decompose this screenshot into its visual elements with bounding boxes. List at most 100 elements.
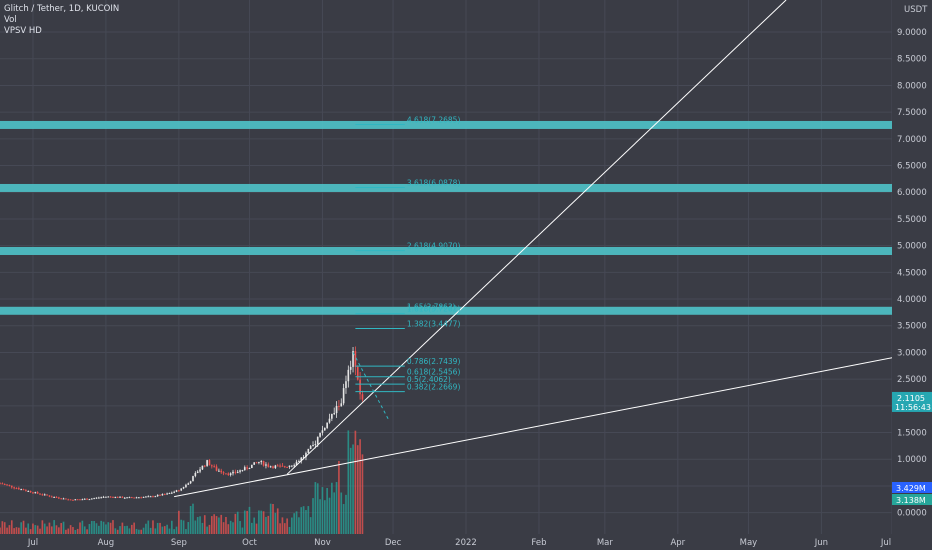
volume-bar xyxy=(55,525,58,534)
candle-body xyxy=(182,487,185,489)
volume-bar xyxy=(149,527,152,534)
volume-bar xyxy=(18,527,20,534)
volume-bar xyxy=(246,510,248,534)
candle-body xyxy=(218,470,220,472)
candle-body xyxy=(215,466,218,471)
price-axis-tick: 3.5000 xyxy=(897,322,927,332)
candle-body xyxy=(170,492,173,494)
candle-body xyxy=(156,494,159,497)
candle-body xyxy=(262,461,265,466)
time-axis-tick: 2022 xyxy=(455,538,477,548)
volume-bar xyxy=(262,511,265,534)
volume-bar xyxy=(196,517,199,534)
candle-body xyxy=(13,487,15,489)
time-axis-tick: Jul xyxy=(27,538,38,548)
volume-bar xyxy=(302,506,305,534)
volume-bar xyxy=(145,523,147,534)
candle-body xyxy=(356,366,359,380)
candle-body xyxy=(83,498,86,500)
candle-body xyxy=(166,493,168,495)
volume-bar xyxy=(130,524,133,534)
volume-bar xyxy=(46,526,48,534)
candle-body xyxy=(295,461,298,466)
candle-body xyxy=(159,494,161,496)
volume-bar xyxy=(342,504,345,534)
candle-body xyxy=(3,484,6,486)
volume-bar xyxy=(248,506,251,534)
legend-volume[interactable]: Vol xyxy=(4,15,17,25)
volume-bar xyxy=(274,512,277,534)
volume-bar xyxy=(305,510,307,534)
candle-body xyxy=(27,490,30,492)
volume-bar xyxy=(229,520,232,534)
volume-bar xyxy=(109,522,112,534)
volume-bar xyxy=(239,521,241,534)
volume-bar xyxy=(20,522,23,534)
trendline xyxy=(174,357,893,498)
volume-bar xyxy=(0,527,1,534)
price-axis-tick: 9.0000 xyxy=(897,28,927,38)
volume-badge xyxy=(892,482,932,493)
candle-body xyxy=(50,496,53,498)
volume-bar xyxy=(166,524,168,534)
price-axis-tick: 1.0000 xyxy=(897,455,927,465)
volume-bar xyxy=(29,529,32,534)
candle-body xyxy=(316,436,319,445)
fib-level-label: 4.618(7.2685) xyxy=(407,116,461,125)
volume-bar xyxy=(79,522,81,534)
volume-bar xyxy=(36,525,39,534)
candle-body xyxy=(213,466,215,468)
candle-body xyxy=(22,489,25,491)
candle-body xyxy=(142,496,145,498)
volume-bar xyxy=(152,520,154,534)
candle-body xyxy=(140,497,143,499)
candle-body xyxy=(201,465,204,470)
volume-bar xyxy=(163,526,166,534)
volume-bar xyxy=(34,525,37,534)
volume-bar xyxy=(349,447,352,534)
candle-body xyxy=(312,445,314,447)
candle-body xyxy=(302,457,305,459)
volume-bar xyxy=(189,505,192,534)
price-axis-tick: 6.5000 xyxy=(897,162,927,172)
price-axis-unit: USDT xyxy=(904,5,928,15)
candle-body xyxy=(276,465,279,467)
volume-bar xyxy=(220,514,223,534)
volume-bar xyxy=(182,520,185,534)
volume-label: 3.138M xyxy=(896,496,926,505)
volume-bar xyxy=(15,527,18,534)
volume-bar xyxy=(323,500,326,534)
candle-body xyxy=(246,467,248,469)
time-axis-tick: Jul xyxy=(880,538,891,548)
candle-body xyxy=(286,466,288,468)
volume-bar xyxy=(58,527,60,534)
candle-body xyxy=(152,496,154,498)
candle-body xyxy=(18,488,20,490)
candle-body xyxy=(236,471,239,473)
fib-level-label: 1.382(3.4477) xyxy=(407,320,461,329)
candle-body xyxy=(43,494,46,496)
volume-bar xyxy=(1,521,4,534)
fib-level-label: 1.65(3.7863) xyxy=(407,302,456,311)
candle-body xyxy=(135,497,138,499)
candle-body xyxy=(349,366,352,370)
resistance-band xyxy=(0,120,892,129)
volume-bar xyxy=(83,526,86,534)
candle-body xyxy=(225,473,227,475)
candle-body xyxy=(20,489,23,491)
legend-symbol[interactable]: Glitch / Tether, 1D, KUCOIN xyxy=(4,4,120,14)
volume-bar xyxy=(241,527,244,534)
fib-level-label: 2.618(4.9070) xyxy=(407,242,461,251)
candle-body xyxy=(130,497,133,499)
volume-bar xyxy=(300,507,303,534)
candle-body xyxy=(328,418,331,423)
candle-body xyxy=(248,468,251,470)
time-axis-tick: Apr xyxy=(670,538,685,548)
volume-bar xyxy=(272,503,274,534)
candle-body xyxy=(345,381,347,389)
volume-bar xyxy=(210,516,213,534)
volume-bar xyxy=(234,513,237,534)
resistance-band xyxy=(0,246,892,255)
legend-vpsv[interactable]: VPSV HD xyxy=(4,26,42,36)
